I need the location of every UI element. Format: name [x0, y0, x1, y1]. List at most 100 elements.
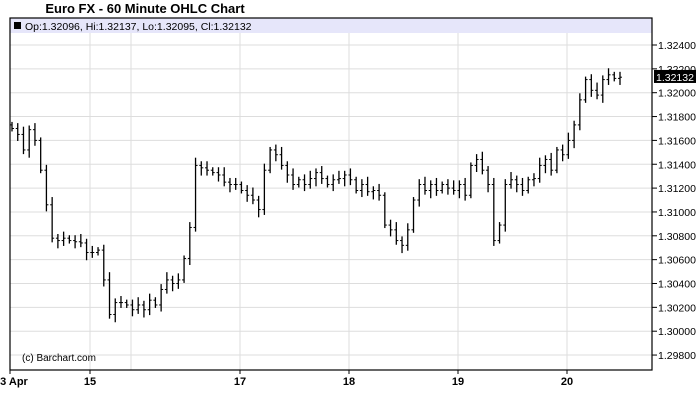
ohlc-bar [606, 68, 611, 85]
ohlc-bar [486, 166, 491, 193]
x-tick-label: 18 [343, 376, 355, 388]
ohlc-bar [600, 75, 605, 103]
ohlc-bar [440, 181, 445, 194]
x-tick-label: 19 [452, 376, 464, 388]
ohlc-bar [193, 157, 198, 232]
ohlc-bar [577, 93, 582, 131]
ohlc-bar [354, 176, 359, 194]
ohlc-bar [422, 176, 427, 195]
ohlc-bar [73, 235, 78, 249]
ohlc-bar [216, 167, 221, 182]
last-price-box [654, 69, 696, 83]
ohlc-bar [428, 180, 433, 199]
ohlc-bar [451, 180, 456, 195]
ohlc-bar [491, 177, 496, 246]
ohlc-bar [618, 71, 622, 85]
ohlc-bar [394, 222, 399, 245]
ohlc-bar [141, 300, 146, 318]
x-tick-label: 17 [234, 376, 246, 388]
ohlc-bar [233, 177, 238, 190]
ohlc-bar [549, 152, 554, 176]
ohlc-bar [359, 179, 364, 198]
ohlc-bar [84, 238, 89, 261]
ohlc-bar [136, 297, 141, 314]
ohlc-bar [497, 222, 502, 244]
x-tick-label: 20 [561, 376, 573, 388]
ohlc-bar [434, 177, 439, 196]
ohlc-bar [514, 175, 519, 193]
y-axis: 1.324001.322001.320001.318001.316001.314… [652, 40, 696, 362]
ohlc-bar [273, 144, 278, 162]
ohlc-bar [101, 244, 106, 287]
y-tick-label: 1.31600 [658, 135, 696, 147]
ohlc-bar [130, 299, 135, 317]
ohlc-bar [400, 236, 405, 254]
ohlc-bar [170, 275, 175, 292]
ohlc-bar [566, 132, 571, 159]
ohlc-bar [55, 234, 60, 249]
ohlc-bar [113, 298, 118, 323]
ohlc-bar [245, 185, 250, 202]
ohlc-bar [153, 297, 158, 308]
ohlc-bar [589, 74, 594, 97]
ohlc-bar [32, 123, 37, 146]
price-bars [10, 68, 622, 323]
ohlc-bar [411, 197, 416, 233]
ohlc-bar [463, 177, 468, 201]
ohlc-bar [595, 82, 600, 100]
ohlc-bar [543, 155, 548, 174]
ohlc-bar [262, 163, 267, 215]
ohlc-bar [509, 172, 514, 189]
ohlc-bar [405, 223, 410, 251]
ohlc-bar [302, 174, 307, 192]
ohlc-bar [468, 162, 473, 199]
ohlc-bar [554, 146, 559, 174]
ohlc-bar [526, 176, 531, 194]
ohlc-bar [503, 179, 508, 232]
ohlc-bar [199, 161, 204, 176]
ohlc-bar [118, 296, 123, 308]
ohlc-bar [21, 126, 26, 155]
y-tick-label: 1.31400 [658, 159, 696, 171]
y-tick-label: 1.31800 [658, 112, 696, 124]
chart-title: Euro FX - 60 Minute OHLC Chart [45, 1, 245, 16]
ohlc-bar [15, 123, 20, 141]
ohlc-bar [210, 167, 215, 176]
ohlc-bar [67, 235, 72, 244]
ohlc-bar [319, 166, 324, 184]
ohlc-bar [44, 164, 49, 212]
ohlc-bar [537, 157, 542, 183]
x-tick-label: 15 [84, 376, 96, 388]
ohlc-bar [268, 146, 273, 174]
ohlc-bar [239, 181, 244, 194]
y-tick-label: 1.31200 [658, 183, 696, 195]
ohlc-bar [96, 247, 101, 256]
ohlc-bar [560, 144, 565, 162]
ohlc-bar [457, 180, 462, 199]
ohlc-bar [227, 177, 232, 193]
ohlc-bar [164, 272, 169, 294]
y-tick-label: 1.29800 [658, 350, 696, 362]
ohlc-bar [124, 299, 129, 308]
ohlc-bar [50, 197, 55, 243]
ohlc-bar [531, 173, 536, 187]
ohlc-bar [250, 187, 255, 205]
y-tick-label: 1.32000 [658, 88, 696, 100]
ohlc-bar [336, 170, 341, 184]
ohlc-bar [176, 273, 181, 289]
ohlc-bar [388, 219, 393, 237]
ohlc-bar [222, 167, 227, 187]
y-tick-label: 1.31000 [658, 207, 696, 219]
plot-frame [9, 17, 653, 371]
ohlc-bar [61, 231, 66, 246]
x-tick-label: 13 Apr [0, 376, 29, 388]
ohlc-bar [159, 284, 164, 312]
ohlc-bar [296, 176, 301, 188]
ohlc-bar [480, 151, 485, 175]
ohlc-bar [382, 192, 387, 229]
ohlc-bar [572, 120, 577, 149]
grid [10, 33, 652, 370]
ohlc-bar [520, 177, 525, 196]
y-tick-label: 1.30200 [658, 302, 696, 314]
